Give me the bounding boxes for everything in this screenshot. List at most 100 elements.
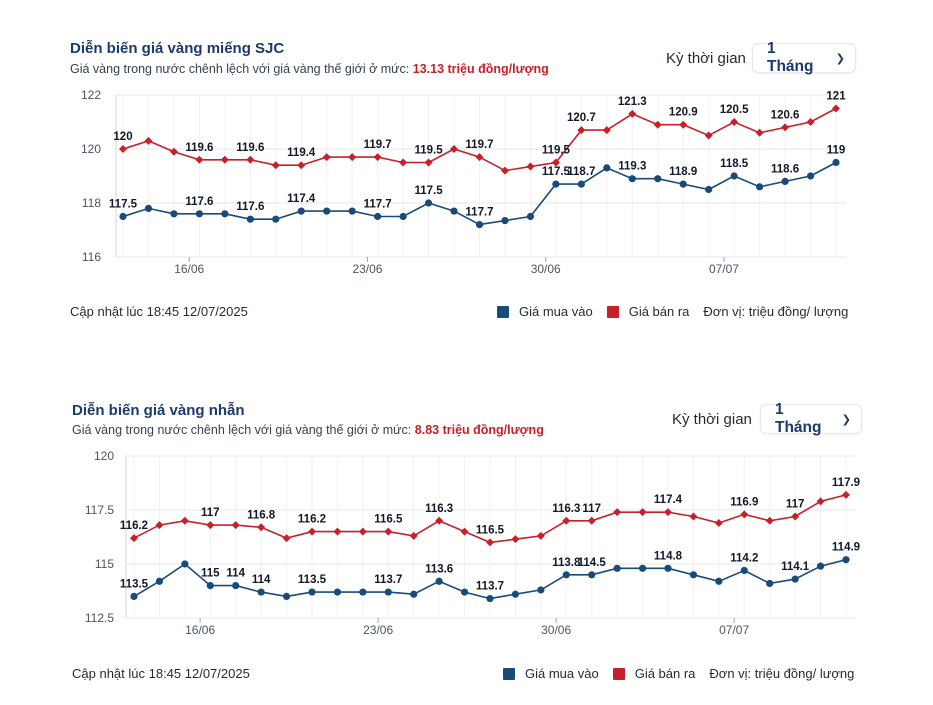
- data-point-buy: [297, 207, 305, 215]
- x-tick-label: 07/07: [719, 623, 749, 637]
- data-label-sell: 116.8: [247, 509, 276, 521]
- series-buy: 117.5 117.6 117.6 117.4 117.7 117.5 117.7 117.5…: [109, 145, 845, 229]
- chart-legend: Giá mua vào Giá bán ra Đơn vị: triệu đồn…: [503, 666, 868, 681]
- data-point-buy: [272, 215, 280, 223]
- data-point-sell: [246, 155, 255, 164]
- data-point-sell: [399, 158, 408, 167]
- data-point-buy: [791, 575, 799, 583]
- price-difference: 8.83 triệu đồng/lượng: [414, 423, 544, 437]
- data-point-buy: [526, 212, 535, 221]
- ring-gold-chart-panel: Diễn biến giá vàng nhẫn Giá vàng trong n…: [0, 360, 933, 705]
- grid: [126, 455, 856, 619]
- period-select[interactable]: 1 Tháng ❯: [752, 40, 856, 75]
- data-label-buy: 114.2: [730, 552, 758, 564]
- data-point-sell: [613, 508, 622, 517]
- data-point-buy: [460, 588, 469, 596]
- data-label-sell: 119.6: [236, 142, 264, 154]
- legend-buy-label: Giá mua vào: [525, 666, 599, 681]
- data-point-buy: [410, 590, 418, 598]
- data-point-sell: [169, 147, 178, 156]
- data-point-buy: [119, 212, 127, 221]
- data-point-sell: [638, 508, 647, 517]
- legend-sell: Giá bán ra: [606, 304, 690, 319]
- period-select[interactable]: 1 Tháng ❯: [760, 401, 862, 436]
- x-tick-label: 16/06: [174, 262, 204, 276]
- data-point-sell: [322, 153, 331, 162]
- data-label-sell: 117: [786, 498, 805, 510]
- data-label-buy: 119.3: [618, 161, 646, 173]
- data-label-buy: 117.7: [364, 199, 392, 211]
- data-label-sell: 116.2: [120, 520, 148, 532]
- data-point-sell: [664, 508, 672, 517]
- data-point-buy: [511, 590, 520, 598]
- period-select-value: 1 Tháng: [767, 40, 814, 75]
- data-point-sell: [358, 527, 367, 536]
- data-label-buy: 117.5: [542, 166, 571, 178]
- chart-subtitle: Giá vàng trong nước chênh lệch với giá v…: [70, 62, 549, 76]
- data-point-sell: [486, 538, 494, 547]
- data-point-sell: [231, 521, 240, 530]
- data-point-buy: [654, 175, 662, 183]
- data-point-buy: [282, 592, 291, 600]
- data-point-buy: [232, 582, 240, 590]
- y-tick-label: 117.5: [85, 503, 114, 517]
- data-label-buy: 114: [252, 574, 271, 586]
- data-label-sell: 119.7: [364, 139, 392, 151]
- data-point-buy: [333, 588, 342, 596]
- data-label-buy: 117.4: [287, 193, 316, 205]
- data-point-buy: [588, 571, 596, 579]
- data-point-buy: [155, 577, 164, 585]
- data-point-sell: [679, 120, 688, 129]
- y-tick-label: 116: [82, 250, 101, 264]
- data-label-sell: 121.3: [618, 96, 647, 108]
- chevron-down-icon: ❯: [835, 52, 845, 65]
- x-tick-label: 23/06: [352, 262, 382, 276]
- data-point-sell: [155, 521, 164, 530]
- data-point-sell: [551, 158, 560, 167]
- legend-sell-swatch: [606, 305, 619, 318]
- legend-sell: Giá bán ra: [612, 666, 695, 681]
- legend-unit: Đơn vị: triệu đồng/ lượng: [709, 666, 854, 681]
- data-point-sell: [119, 145, 127, 153]
- data-point-sell: [220, 155, 229, 164]
- data-label-sell: 116.3: [425, 503, 453, 515]
- data-label-buy: 113.8: [552, 557, 581, 569]
- x-tick-label: 07/07: [709, 262, 739, 276]
- data-point-sell: [587, 516, 596, 525]
- data-label-sell: 116.5: [476, 524, 505, 536]
- legend-sell-label: Giá bán ra: [628, 304, 690, 319]
- legend-buy: Giá mua vào: [503, 666, 599, 681]
- data-label-sell: 121: [826, 91, 846, 103]
- x-tick-label: 30/06: [541, 623, 571, 637]
- data-label-buy: 113.7: [374, 574, 402, 586]
- data-label-sell: 119.5: [542, 145, 571, 157]
- data-point-sell: [806, 118, 815, 126]
- data-label-sell: 120.5: [720, 104, 749, 116]
- data-label-sell: 119.6: [185, 142, 213, 154]
- data-label-sell: 117.9: [832, 477, 860, 489]
- data-label-sell: 117: [201, 507, 220, 519]
- y-tick-label: 120: [94, 449, 114, 463]
- data-label-sell: 116.9: [730, 496, 758, 508]
- data-label-sell: 119.5: [414, 145, 443, 157]
- data-point-buy: [384, 588, 392, 596]
- data-point-sell: [282, 534, 291, 543]
- data-point-buy: [435, 577, 443, 585]
- data-label-buy: 119: [827, 145, 846, 157]
- data-point-sell: [384, 527, 393, 536]
- data-point-sell: [791, 512, 800, 521]
- chart-subtitle: Giá vàng trong nước chênh lệch với giá v…: [72, 423, 544, 437]
- data-point-buy: [399, 212, 407, 221]
- data-point-sell: [602, 126, 611, 135]
- chart-title: Diễn biến giá vàng nhẫn: [72, 402, 245, 419]
- data-point-buy: [705, 185, 713, 194]
- data-label-buy: 117.6: [236, 201, 264, 213]
- data-point-buy: [450, 207, 458, 215]
- chevron-down-icon: ❯: [841, 413, 851, 426]
- y-tick-label: 118: [82, 196, 101, 210]
- data-label-buy: 113.6: [425, 563, 453, 575]
- legend-buy: Giá mua vào: [497, 304, 593, 319]
- data-point-buy: [144, 204, 153, 212]
